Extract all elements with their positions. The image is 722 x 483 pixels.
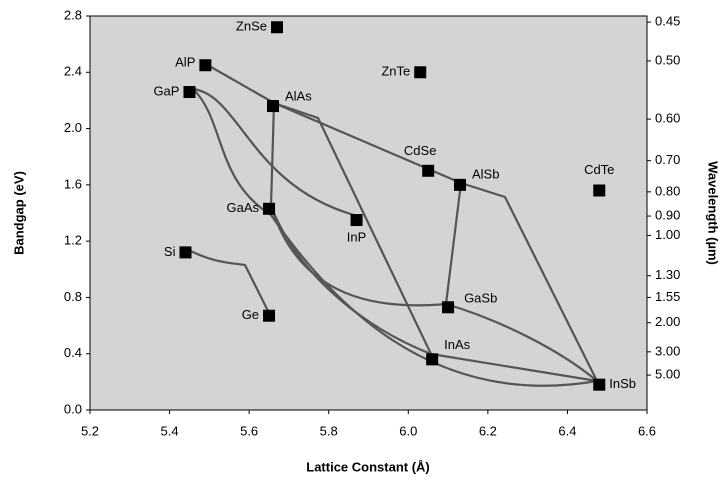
point-label: ZnSe xyxy=(236,19,267,34)
curve xyxy=(184,247,270,314)
curve xyxy=(269,205,447,307)
point-label: GaAs xyxy=(227,200,260,215)
point xyxy=(263,309,276,322)
point xyxy=(183,85,196,98)
y-tick-label: 2.8 xyxy=(64,7,82,22)
y2-tick-label: 0.45 xyxy=(655,14,680,29)
y2-tick-label: 5.00 xyxy=(655,367,680,382)
plot-area xyxy=(89,15,648,411)
point-label: CdTe xyxy=(584,162,614,177)
x-axis-label: Lattice Constant (Å) xyxy=(306,459,430,474)
y-tick-label: 0.0 xyxy=(64,401,82,416)
point xyxy=(199,59,212,72)
x-tick-label: 5.2 xyxy=(81,423,99,438)
y2-tick-label: 0.60 xyxy=(655,111,680,126)
y-tick-label: 1.2 xyxy=(64,233,82,248)
y-axis-label: Bandgap (eV) xyxy=(11,171,26,255)
point xyxy=(454,178,467,191)
point-label: InAs xyxy=(444,337,471,352)
y2-tick-label: 0.70 xyxy=(655,152,680,167)
point-label: Ge xyxy=(242,307,259,322)
y-tick-label: 2.4 xyxy=(64,64,82,79)
alloy-curves xyxy=(184,62,598,387)
y-tick-label: 0.8 xyxy=(64,289,82,304)
point xyxy=(593,184,606,197)
point-label: AlAs xyxy=(285,88,312,103)
y2-tick-label: 0.50 xyxy=(655,52,680,67)
point xyxy=(263,202,276,215)
x-tick-label: 5.8 xyxy=(320,423,338,438)
curve xyxy=(192,87,355,217)
y-tick-label: 2.0 xyxy=(64,120,82,135)
point-label: Si xyxy=(164,244,176,259)
point xyxy=(179,246,192,259)
x-tick-label: 5.4 xyxy=(161,423,179,438)
x-tick-label: 5.6 xyxy=(240,423,258,438)
point-label: ZnTe xyxy=(381,64,410,79)
curve xyxy=(269,205,432,356)
y2-tick-label: 3.00 xyxy=(655,343,680,358)
curve xyxy=(269,102,276,207)
y2-tick-label: 2.00 xyxy=(655,314,680,329)
y2-tick-label: 1.00 xyxy=(655,227,680,242)
point xyxy=(414,66,427,79)
y2-axis-label: Wavelength (µm) xyxy=(706,161,721,265)
x-tick-label: 6.4 xyxy=(558,423,576,438)
point-label: CdSe xyxy=(404,143,437,158)
point xyxy=(422,164,435,177)
point-label: AlP xyxy=(175,55,195,70)
point xyxy=(267,100,280,113)
x-tick-label: 6.0 xyxy=(399,423,417,438)
point xyxy=(442,301,455,314)
curve xyxy=(444,182,463,305)
point xyxy=(270,21,283,34)
point-label: GaP xyxy=(153,83,179,98)
point-label: GaSb xyxy=(464,291,497,306)
x-tick-label: 6.6 xyxy=(638,423,656,438)
point-label: AlSb xyxy=(472,166,499,181)
y-tick-label: 1.6 xyxy=(64,176,82,191)
point xyxy=(426,353,439,366)
x-tick-label: 6.2 xyxy=(479,423,497,438)
curve xyxy=(273,101,432,355)
point xyxy=(350,214,363,227)
curve xyxy=(192,88,598,387)
point xyxy=(593,378,606,391)
y2-tick-label: 1.55 xyxy=(655,289,680,304)
curve xyxy=(445,302,598,382)
point-label: InSb xyxy=(609,376,636,391)
y-tick-label: 0.4 xyxy=(64,345,82,360)
point-label: InP xyxy=(347,229,367,244)
y2-tick-label: 0.90 xyxy=(655,208,680,223)
y2-tick-label: 1.30 xyxy=(655,267,680,282)
curve xyxy=(430,352,598,383)
y2-tick-label: 0.80 xyxy=(655,183,680,198)
